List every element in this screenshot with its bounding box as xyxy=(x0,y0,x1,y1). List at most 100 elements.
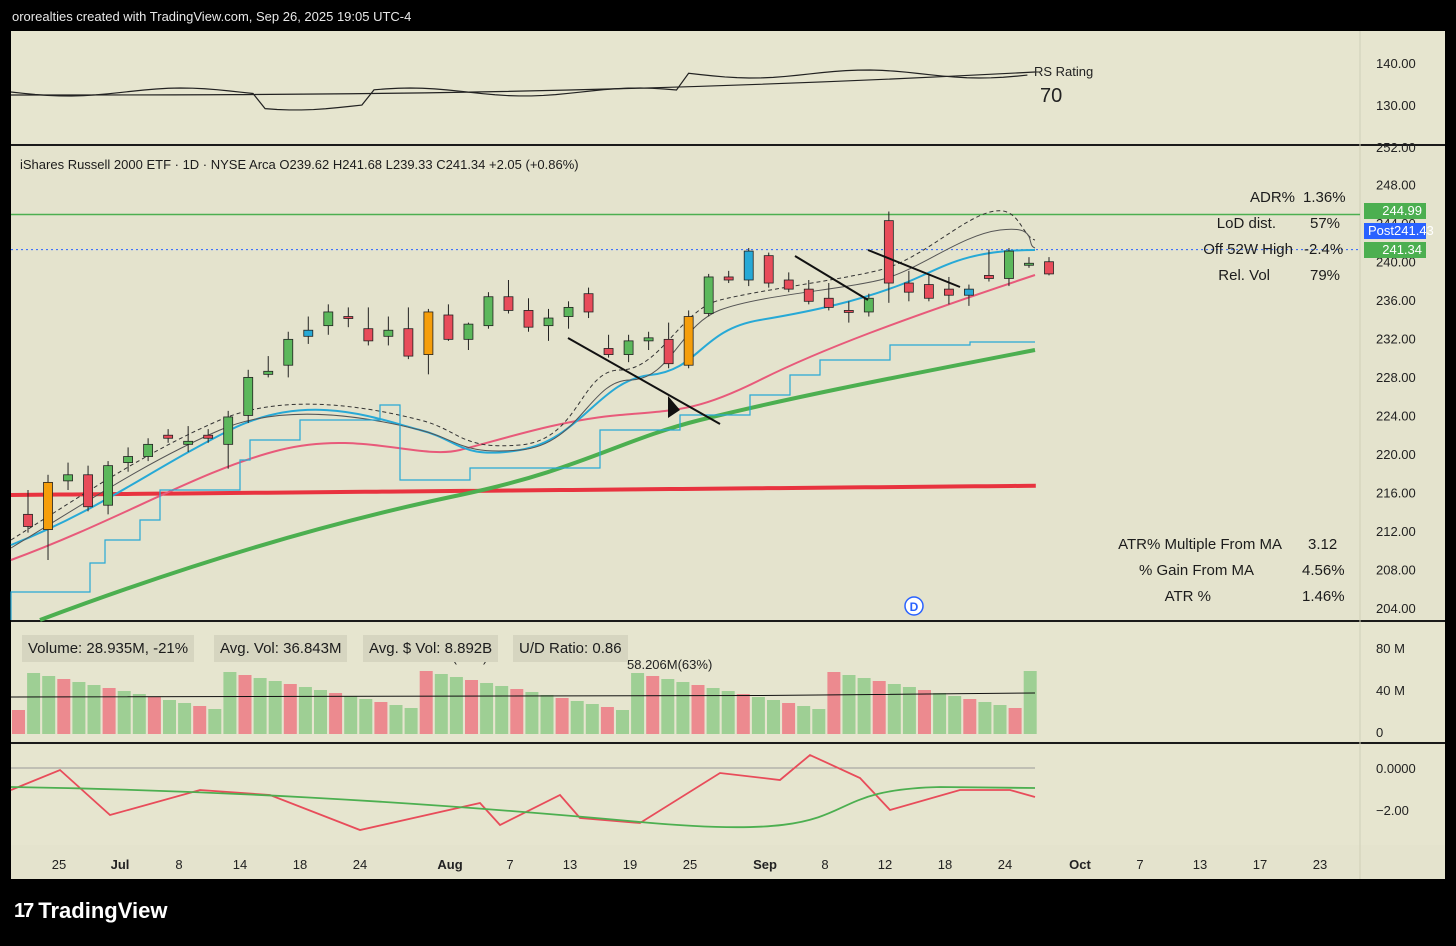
candle-body xyxy=(723,276,734,281)
candle-body xyxy=(984,275,994,279)
price-tick-label: 220.00 xyxy=(1376,447,1416,462)
candle-body xyxy=(583,293,594,313)
volume-bar xyxy=(963,699,977,734)
volume-bar xyxy=(283,684,297,734)
volume-bar xyxy=(253,678,267,734)
symbol-header: iShares Russell 2000 ETF · 1D · NYSE Arc… xyxy=(20,157,579,172)
resistance-price-value: 244.99 xyxy=(1382,203,1422,218)
candle-body xyxy=(263,370,274,375)
volume-bar xyxy=(434,674,448,734)
volume-bar xyxy=(872,681,886,734)
x-tick-label: 24 xyxy=(353,857,367,872)
candle-body xyxy=(783,279,794,290)
x-tick-label: 18 xyxy=(293,857,307,872)
x-tick-label: Jul xyxy=(111,857,130,872)
candle-body xyxy=(944,288,954,296)
price-tick-label: 240.00 xyxy=(1376,255,1416,270)
candle-body xyxy=(223,416,234,445)
volume-bar xyxy=(465,680,478,734)
candle-body xyxy=(343,316,354,319)
rs-baseline xyxy=(10,71,1036,96)
volume-bar xyxy=(223,672,237,734)
volume-bar xyxy=(993,705,1007,734)
volume-bar xyxy=(27,673,41,734)
ohlc-readout: O239.62 H241.68 L239.33 C241.34 +2.05 (+… xyxy=(279,157,579,172)
x-tick-label: 7 xyxy=(506,857,513,872)
volume-tick-label: 80 M xyxy=(1376,641,1405,656)
volume-bar xyxy=(751,697,765,734)
price-tick-label: 252.00 xyxy=(1376,140,1416,155)
x-tick-label: 12 xyxy=(878,857,892,872)
volume-annotation: 58.206M(63%) xyxy=(627,657,712,672)
volume-bar xyxy=(600,707,614,734)
tradingview-logo-text: TradingView xyxy=(38,898,168,923)
volume-bar xyxy=(87,685,101,734)
x-tick-label: 17 xyxy=(1253,857,1267,872)
price-tick-label: 208.00 xyxy=(1376,563,1416,578)
x-tick-label: Aug xyxy=(437,857,462,872)
candle-body xyxy=(83,474,93,508)
volume-bar xyxy=(193,706,207,734)
chart-credit: ororealties created with TradingView.com… xyxy=(12,9,412,24)
volume-box: Volume: 28.935M, -21% xyxy=(22,635,195,662)
volume-bar xyxy=(359,699,373,734)
candle-body xyxy=(163,434,174,439)
ma-5-line xyxy=(10,210,1036,541)
x-tick-label: 19 xyxy=(623,857,637,872)
candle-body xyxy=(283,338,294,366)
candle-body xyxy=(643,337,654,342)
volume-bar xyxy=(616,710,629,734)
volume-bar xyxy=(525,692,539,734)
volume-bar xyxy=(57,679,71,734)
volume-bar xyxy=(736,694,750,734)
stat-gain-label: % Gain From MA xyxy=(1138,562,1254,579)
resistance-badge-bg xyxy=(1364,203,1426,219)
candle-body xyxy=(763,255,774,284)
volume-bar xyxy=(208,709,222,734)
volume-bar xyxy=(374,702,388,734)
osc-baseline-line xyxy=(10,786,1036,829)
price-tick-label: 204.00 xyxy=(1376,601,1416,616)
volume-bar xyxy=(12,710,25,734)
avg-volume-box: Avg. Vol: 36.843M xyxy=(214,635,348,662)
x-tick-label: 7 xyxy=(1136,857,1143,872)
volume-bar xyxy=(72,682,86,734)
price-tick-label: 216.00 xyxy=(1376,486,1416,501)
candle-body xyxy=(743,250,754,281)
volume-bar xyxy=(661,679,675,734)
candle-body xyxy=(383,329,394,337)
stat-adr-label: ADR% xyxy=(1249,189,1295,206)
candle-body xyxy=(203,434,214,439)
volume-bar xyxy=(419,671,433,734)
volume-bar xyxy=(495,686,509,734)
candle-body xyxy=(463,323,474,340)
candle-body xyxy=(683,316,694,366)
x-tick-label: Sep xyxy=(753,857,777,872)
price-tick-label: 224.00 xyxy=(1376,409,1416,424)
candle-body xyxy=(803,288,814,302)
event-marker-circle xyxy=(904,596,924,616)
x-tick-label: 13 xyxy=(563,857,577,872)
volume-bar xyxy=(117,691,131,734)
resistance-price-badge: 244.99 xyxy=(1364,203,1426,219)
candle-body xyxy=(143,443,154,457)
x-tick-label: 25 xyxy=(52,857,66,872)
volume-bar xyxy=(510,689,524,734)
volume-bar xyxy=(314,690,327,734)
volume-bar xyxy=(676,682,690,734)
ma-50-line xyxy=(39,348,1036,622)
tradingview-logo[interactable]: 17 TradingView xyxy=(14,898,167,924)
trendline-2 xyxy=(794,255,869,301)
candle-body xyxy=(563,306,574,317)
ud-ratio-box: U/D Ratio: 0.86 xyxy=(513,635,628,662)
price-tick-label: 232.00 xyxy=(1376,332,1416,347)
volume-bar xyxy=(857,678,871,734)
volume-bar xyxy=(298,687,312,734)
volume-bar xyxy=(268,681,282,734)
close-price-value: 241.34 xyxy=(1382,242,1422,257)
candle-body xyxy=(883,220,894,284)
rs-tick-label: 140.00 xyxy=(1376,56,1416,71)
volume-bar xyxy=(540,695,554,734)
stat-lod-value: 57% xyxy=(1310,215,1341,232)
